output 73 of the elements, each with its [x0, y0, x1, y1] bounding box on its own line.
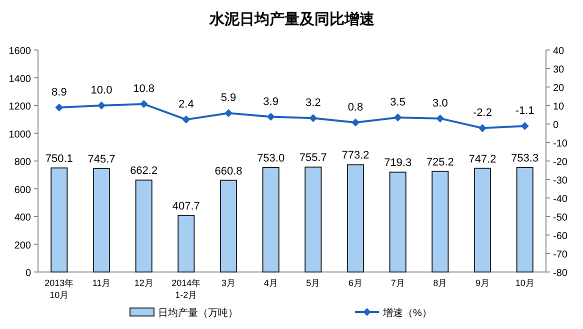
data-label: 662.2	[130, 165, 158, 178]
x-tick-label: 2013年 10月	[44, 278, 74, 300]
point	[394, 114, 402, 122]
data-label: -2.2	[473, 107, 492, 120]
y2-tick-label: -60	[553, 231, 568, 242]
data-label: 753.3	[511, 152, 539, 164]
y-tick-label: 800	[14, 157, 32, 168]
x-tick-label: 7月	[390, 278, 405, 288]
chart-title: 水泥日均产量及同比增速	[208, 11, 376, 28]
data-label: 3.0	[432, 97, 448, 110]
y-tick-label: 400	[14, 212, 32, 224]
data-label: 660.8	[214, 165, 242, 178]
point	[98, 102, 106, 110]
y2-tick-label: -40	[553, 194, 568, 205]
point	[520, 122, 529, 130]
data-label: 10.8	[133, 83, 155, 96]
x-tick-label: 6月	[348, 278, 363, 288]
point	[140, 100, 148, 108]
data-label: 407.7	[172, 200, 200, 212]
data-label: 745.7	[88, 154, 116, 166]
point	[436, 114, 444, 122]
point	[478, 124, 486, 132]
y2-tick-label: -50	[553, 212, 568, 224]
point	[224, 109, 232, 118]
y2-tick-label: -20	[553, 157, 568, 168]
data-label: 3.9	[263, 96, 278, 108]
x-tick-label: 10月	[515, 278, 534, 288]
x-tick-label: 2014年 1-2月	[172, 278, 201, 300]
data-label: 753.0	[257, 152, 285, 165]
data-label: -1.1	[515, 105, 534, 118]
data-label: 3.5	[390, 96, 406, 109]
y2-tick-label: -30	[553, 176, 568, 186]
y-tick-label: 600	[14, 184, 32, 196]
y-tick-label: 0	[25, 268, 32, 279]
y2-tick-label: 0	[553, 120, 559, 131]
data-label: 2.4	[178, 98, 194, 111]
point	[352, 118, 360, 127]
x-tick-label: 11月	[92, 278, 111, 288]
y-tick-label: 1200	[8, 102, 32, 112]
y2-tick-label: -70	[553, 250, 568, 260]
point	[309, 114, 318, 122]
x-tick-label: 5月	[306, 278, 320, 288]
point	[182, 116, 190, 124]
data-label: 10.0	[90, 84, 112, 96]
data-label: 8.9	[52, 86, 67, 99]
data-label: 750.1	[45, 152, 73, 165]
y2-tick-label: 10	[553, 102, 565, 112]
data-label: 725.2	[426, 156, 454, 168]
point	[266, 112, 275, 121]
data-label: 773.2	[342, 150, 370, 162]
x-tick-label: 9月	[475, 278, 490, 288]
y2-tick-label: -80	[553, 268, 568, 279]
y-tick-label: 1600	[8, 46, 32, 57]
x-tick-label: 4月	[264, 278, 278, 288]
data-label: 747.2	[468, 153, 496, 166]
y-tick-label: 1400	[8, 74, 32, 85]
y2-tick-label: -10	[553, 138, 568, 150]
y-tick-label: 1000	[8, 129, 32, 140]
y2-tick-label: 20	[553, 83, 565, 94]
y-tick-label: 200	[14, 240, 32, 252]
data-label: 5.9	[220, 92, 236, 104]
data-label: 0.8	[348, 102, 364, 114]
point	[55, 104, 64, 112]
x-tick-label: 8月	[433, 278, 448, 288]
data-label: 755.7	[299, 152, 327, 164]
data-label: 719.3	[384, 157, 412, 170]
y2-tick-label: 30	[553, 64, 565, 76]
data-label: 3.2	[306, 97, 321, 110]
x-tick-label: 12月	[134, 278, 154, 288]
legend-label: 增速（%）	[382, 307, 432, 319]
x-tick-label: 3月	[221, 278, 236, 288]
y2-tick-label: 40	[553, 46, 565, 57]
legend-label: 日均产量（万吨）	[158, 307, 238, 319]
